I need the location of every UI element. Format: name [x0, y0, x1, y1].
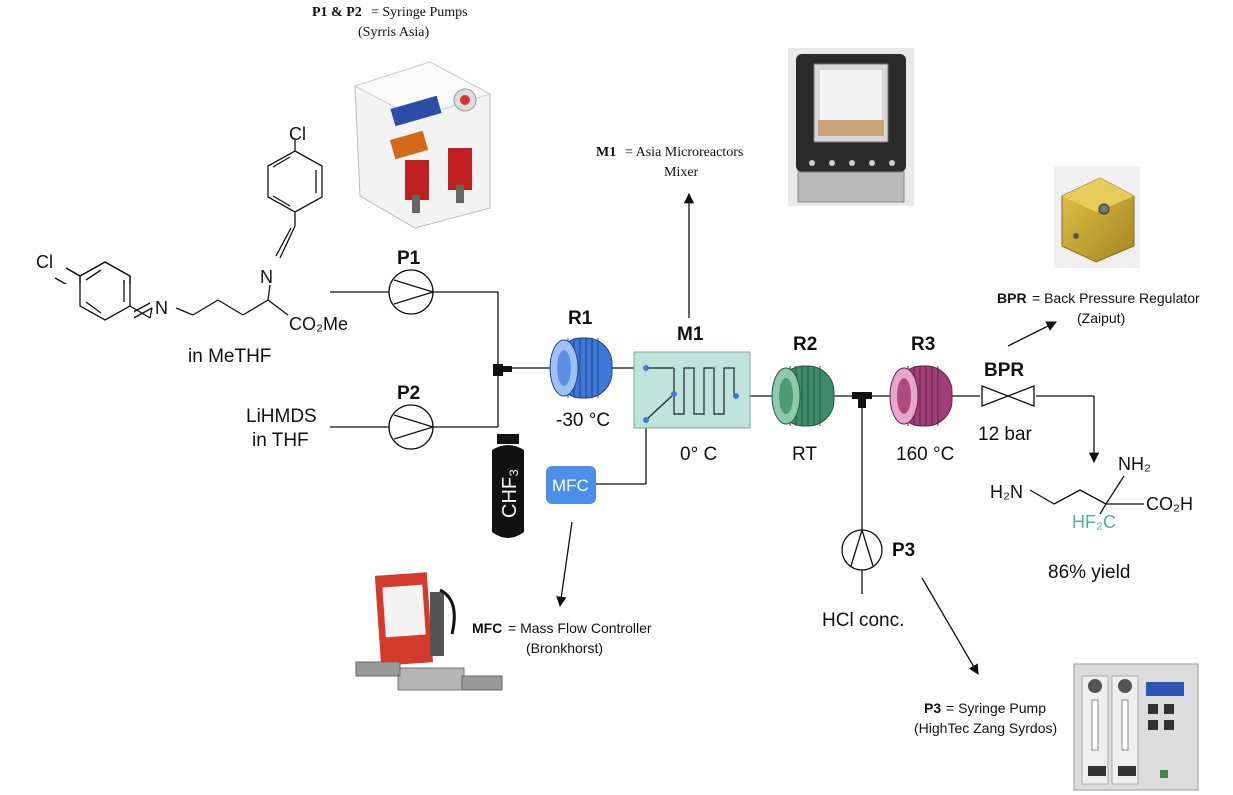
- bpr-caption-desc: = Back Pressure Regulator: [1032, 290, 1200, 306]
- product-difluoromethyl: HF₂C: [1072, 512, 1116, 532]
- mixer-caption-key: M1: [596, 145, 616, 160]
- t-mixer-2-icon: [852, 392, 872, 408]
- r1-label: R1: [568, 308, 593, 329]
- mfc-caption-desc: = Mass Flow Controller: [508, 620, 652, 636]
- microreactor-mixer-photo: [788, 48, 914, 206]
- r3-temp: 160 °C: [896, 444, 954, 465]
- back-pressure-regulator-photo: [1054, 166, 1140, 268]
- mixer-caption-desc: = Asia Microreactors: [625, 145, 743, 160]
- reagent-line1: LiHMDS: [246, 406, 317, 427]
- coil-reactor-r3-icon: [889, 365, 953, 427]
- p3-label: P3: [892, 540, 915, 561]
- pumps-caption-key: P1 & P2: [312, 5, 362, 20]
- imine-n-top-label: N: [260, 267, 273, 287]
- gas-cylinder-icon: [492, 434, 524, 538]
- p3-caption-desc: = Syringe Pump: [946, 700, 1046, 716]
- cylinder-label: CHF₃: [499, 469, 521, 518]
- r2-temp: RT: [792, 444, 817, 465]
- solvent-label: in MeTHF: [188, 346, 271, 367]
- check-valve-icon: [981, 385, 1035, 407]
- bpr-pressure: 12 bar: [978, 424, 1033, 445]
- bpr-label: BPR: [984, 360, 1024, 381]
- mass-flow-controller-photo: [355, 572, 503, 691]
- reagent-line2: in THF: [252, 430, 309, 451]
- m1-temp: 0° C: [680, 444, 717, 465]
- p3-caption-key: P3: [924, 700, 941, 716]
- ester-label: CO₂Me: [289, 314, 348, 334]
- syringe-pump-p3-photo: [1073, 663, 1199, 791]
- pump-p1: [388, 269, 436, 315]
- product-yield: 86% yield: [1048, 562, 1130, 583]
- microreactor-chip: [633, 351, 751, 429]
- coil-reactor-icon: [549, 337, 613, 399]
- p1-label: P1: [397, 248, 421, 269]
- cl-left-label: Cl: [36, 252, 53, 272]
- p2-label: P2: [397, 383, 420, 404]
- product-acid: CO₂H: [1146, 494, 1193, 514]
- quench-label: HCl conc.: [822, 610, 904, 631]
- r3-label: R3: [911, 334, 935, 355]
- bpr-caption-vendor: (Zaiput): [1077, 310, 1125, 326]
- mixer-caption-desc2: Mixer: [664, 165, 699, 180]
- mfc-caption-vendor: (Bronkhorst): [526, 640, 603, 656]
- syringe-pump-photo: [353, 61, 492, 229]
- cl-top-label: Cl: [289, 124, 306, 144]
- bpr-caption-key: BPR: [997, 290, 1027, 306]
- pump-p3: [841, 527, 883, 571]
- mfc-box: [546, 466, 596, 504]
- pumps-caption-vendor: (Syrris Asia): [358, 25, 430, 40]
- coil-reactor-r2-icon: [771, 365, 835, 427]
- mfc-caption-key: MFC: [472, 620, 502, 636]
- r2-label: R2: [793, 334, 817, 355]
- product-amine-left: H₂N: [990, 482, 1023, 502]
- product-amine-top: NH₂: [1118, 454, 1151, 474]
- t-mixer-icon: [493, 364, 512, 376]
- pump-p2: [388, 404, 436, 450]
- r1-temp: -30 °C: [556, 410, 610, 431]
- pumps-caption-desc: = Syringe Pumps: [371, 5, 468, 20]
- mfc-label: MFC: [552, 476, 589, 495]
- product-structure: [1029, 475, 1144, 515]
- p3-caption-vendor: (HighTec Zang Syrdos): [914, 720, 1057, 736]
- m1-label: M1: [677, 324, 704, 345]
- imine-n-left-label: N: [155, 298, 168, 318]
